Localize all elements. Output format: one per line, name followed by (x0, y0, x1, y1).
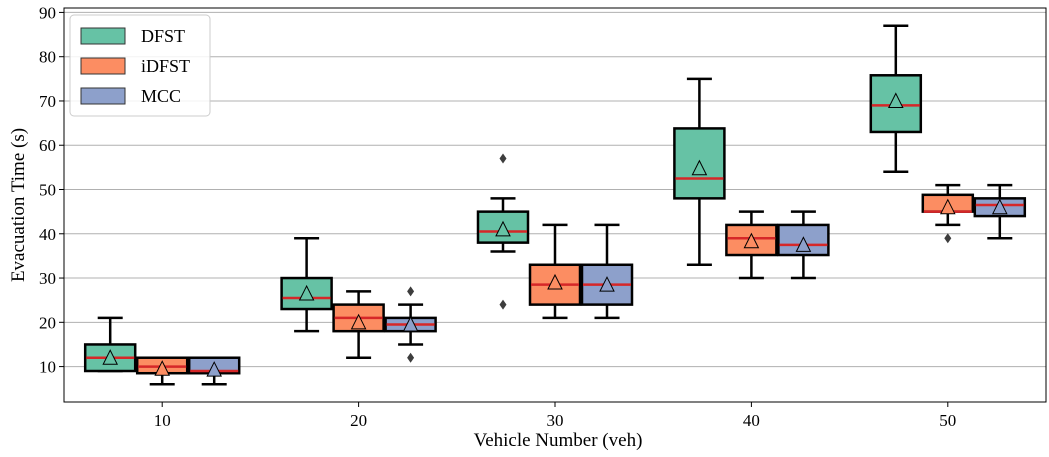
legend-swatch (80, 27, 126, 45)
mean-marker (206, 361, 223, 377)
plot-frame (63, 7, 1047, 403)
x-tick-label: 40 (743, 411, 760, 430)
legend: DFST iDFST MCC (69, 14, 211, 117)
gridlines (64, 11, 1046, 368)
box-DFST-50 (869, 24, 923, 174)
y-axis-label: Evacuation Time (s) (8, 128, 29, 282)
box-iDFST-40 (725, 210, 778, 280)
mean-marker (154, 360, 171, 376)
mean-marker (795, 236, 812, 252)
y-tick-label: 80 (39, 48, 56, 67)
axes: 10 20 30 40 50 60 70 80 90 10 20 30 40 50 (39, 3, 1047, 430)
box-iDFST-20 (332, 290, 385, 359)
mean-marker (547, 273, 563, 290)
box-iDFST-10 (135, 356, 189, 386)
box-MCC-50 (973, 183, 1027, 240)
y-tick-label: 40 (39, 225, 56, 244)
y-tick-label: 90 (39, 3, 56, 22)
legend-swatch (80, 57, 126, 75)
mean-marker (599, 276, 615, 292)
mean-marker (102, 349, 119, 365)
x-tick-label: 30 (547, 411, 564, 430)
box-DFST-30 (476, 153, 530, 310)
x-axis-label: Vehicle Number (veh) (474, 430, 643, 451)
outlier-marker (407, 286, 415, 297)
mean-marker (495, 220, 511, 237)
y-tick-label: 60 (39, 136, 56, 155)
box-DFST-20 (280, 236, 333, 333)
box-MCC-40 (777, 210, 830, 280)
legend-label: iDFST (141, 56, 190, 76)
boxes (83, 24, 1027, 386)
outlier-marker (499, 299, 507, 310)
mean-marker (887, 92, 904, 108)
mean-marker (939, 198, 956, 215)
mean-marker (350, 313, 367, 330)
outlier-marker (407, 352, 415, 363)
iqr-box (725, 223, 778, 257)
box-iDFST-30 (528, 223, 582, 320)
outlier-marker (944, 233, 952, 244)
mean-marker (298, 284, 315, 301)
legend-swatch (80, 87, 126, 105)
mean-marker (691, 159, 708, 176)
y-tick-label: 20 (39, 313, 56, 332)
box-MCC-30 (580, 223, 634, 320)
x-tick-label: 10 (154, 411, 171, 430)
y-tick-label: 70 (39, 92, 56, 111)
y-tick-label: 30 (39, 269, 56, 288)
box-DFST-10 (83, 316, 137, 373)
box-MCC-20 (384, 286, 437, 363)
mean-marker (991, 198, 1008, 215)
legend-label: DFST (141, 26, 185, 46)
y-tick-label: 10 (39, 358, 56, 377)
box-MCC-10 (187, 356, 241, 386)
outlier-marker (499, 153, 507, 164)
legend-label: MCC (141, 86, 181, 106)
mean-marker (743, 232, 760, 249)
box-DFST-40 (673, 77, 726, 267)
mean-marker (402, 315, 419, 332)
x-tick-label: 20 (350, 411, 367, 430)
x-tick-label: 50 (939, 411, 956, 430)
y-tick-label: 50 (39, 181, 56, 200)
box-iDFST-50 (921, 183, 975, 244)
